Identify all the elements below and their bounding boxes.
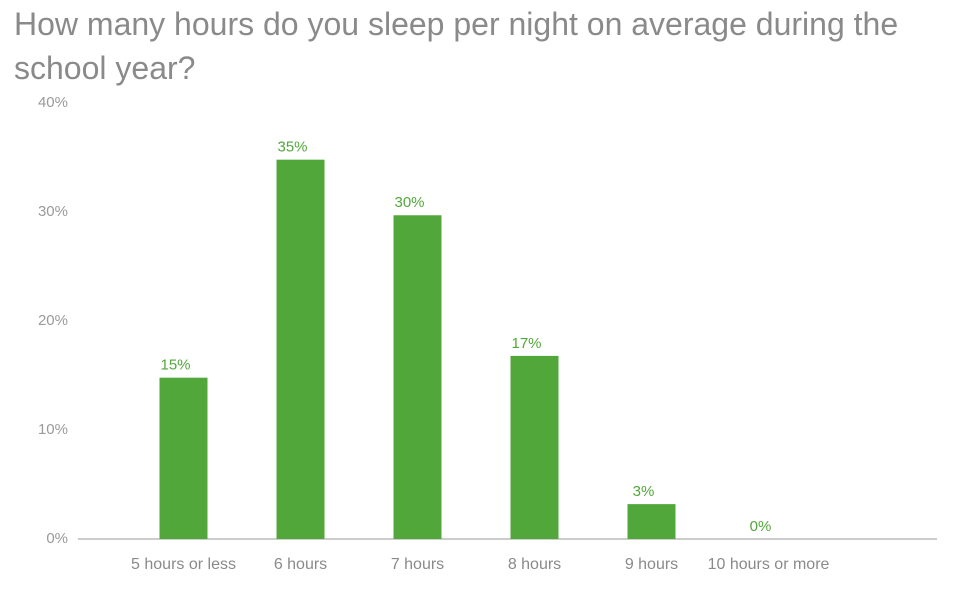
y-tick-label: 10% (38, 421, 68, 438)
value-label: 35% (277, 139, 307, 156)
x-tick-label: 8 hours (508, 556, 561, 573)
x-tick-label: 7 hours (391, 556, 444, 573)
y-tick-label: 20% (38, 312, 68, 329)
bar (627, 504, 676, 539)
value-label: 3% (633, 483, 655, 500)
y-tick-label: 30% (38, 203, 68, 220)
bar (159, 377, 208, 539)
y-tick-label: 0% (46, 530, 68, 547)
value-label: 0% (750, 518, 772, 535)
x-tick-label: 10 hours or more (708, 556, 830, 573)
bar (510, 355, 559, 539)
x-tick-label: 6 hours (274, 556, 327, 573)
value-label: 30% (394, 194, 424, 211)
chart-title: How many hours do you sleep per night on… (14, 6, 899, 86)
x-tick-label: 5 hours or less (131, 556, 236, 573)
bar (276, 159, 325, 539)
y-tick-label: 40% (38, 94, 68, 111)
x-tick-label: 9 hours (625, 556, 678, 573)
value-label: 17% (511, 335, 541, 352)
bar (393, 215, 442, 539)
value-label: 15% (160, 357, 190, 374)
